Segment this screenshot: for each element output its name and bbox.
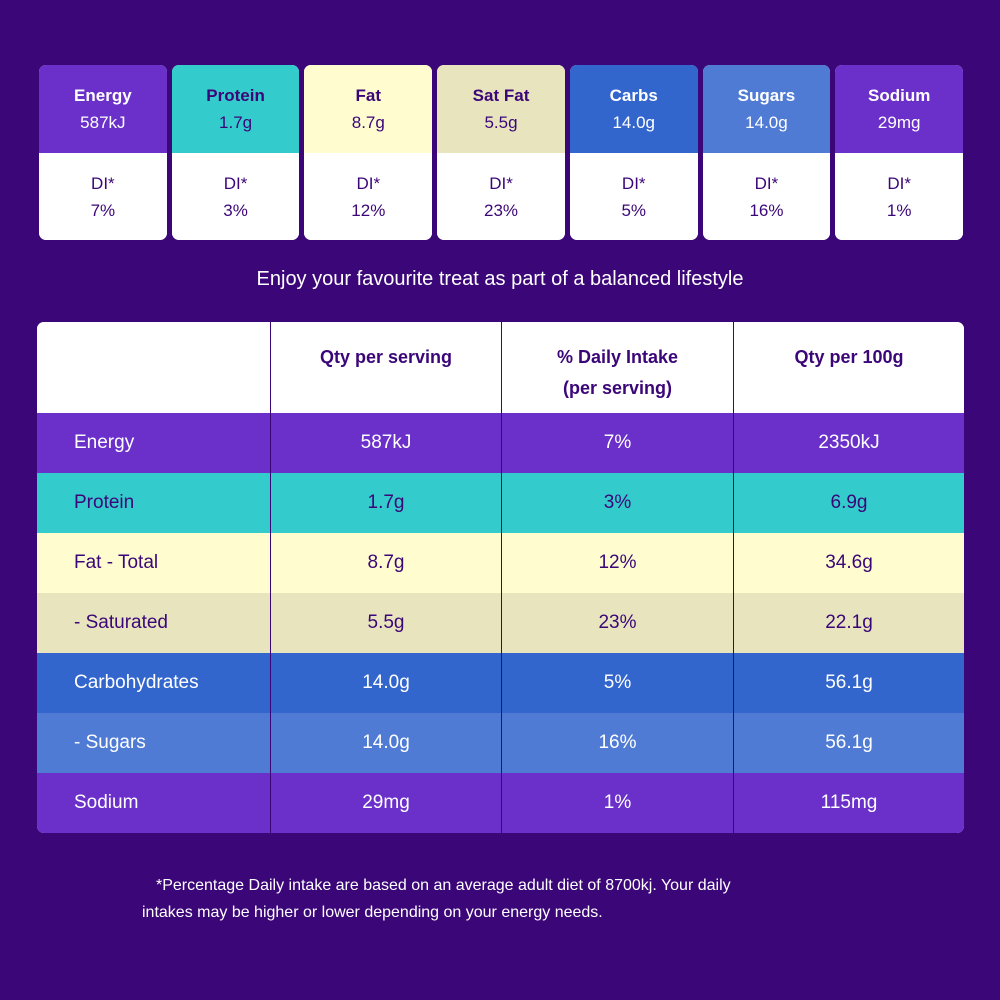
table-row: Sodium 29mg 1% 115mg	[37, 773, 964, 833]
tile-energy: Energy 587kJ DI* 7%	[39, 65, 167, 240]
tile-qty: 14.0g	[745, 113, 788, 132]
tile-di-value: 3%	[223, 200, 248, 220]
tile-di-label: DI*	[91, 173, 115, 193]
row-label: - Saturated	[74, 612, 168, 633]
tile-sugars-di: DI* 16%	[702, 153, 831, 240]
tile-energy-header: Energy 587kJ	[39, 65, 167, 153]
tile-energy-di: DI* 7%	[39, 153, 167, 240]
tile-sat-fat: Sat Fat 5.5g DI* 23%	[437, 65, 565, 240]
row-label: - Sugars	[74, 732, 146, 753]
table-row: Energy 587kJ 7% 2350kJ	[37, 413, 964, 473]
tile-name: Protein	[206, 86, 265, 105]
row-per-100g: 115mg	[733, 773, 964, 833]
tile-qty: 587kJ	[80, 113, 126, 132]
tile-sat-fat-di: DI* 23%	[437, 153, 565, 240]
row-per-100g: 22.1g	[733, 593, 964, 653]
tile-name: Sugars	[737, 86, 796, 105]
tile-sugars-header: Sugars 14.0g	[702, 65, 831, 153]
tile-name: Energy	[74, 86, 132, 105]
tile-protein-di: DI* 3%	[171, 153, 300, 240]
tile-di-label: DI*	[489, 173, 513, 193]
table-header-row: Qty per serving % Daily Intake (per serv…	[37, 322, 964, 413]
tile-di-value: 12%	[351, 200, 386, 220]
row-per-100g: 2350kJ	[733, 413, 964, 473]
row-per-100g: 6.9g	[733, 473, 964, 533]
row-daily-intake: 3%	[501, 473, 733, 533]
tile-fat-header: Fat 8.7g	[304, 65, 433, 153]
row-label: Fat - Total	[74, 552, 159, 573]
header-daily-intake: % Daily Intake (per serving)	[556, 347, 679, 398]
row-daily-intake: 5%	[501, 653, 733, 713]
table-header-cell: Qty per 100g	[733, 322, 964, 413]
row-per-100g: 56.1g	[733, 653, 964, 713]
row-daily-intake: 12%	[501, 533, 733, 593]
tile-carbs: Carbs 14.0g DI* 5%	[569, 65, 698, 240]
tile-protein: Protein 1.7g DI* 3%	[171, 65, 300, 240]
tile-di-value: 7%	[90, 200, 116, 220]
row-per-100g: 56.1g	[733, 713, 964, 773]
tile-di-label: DI*	[754, 173, 779, 193]
tagline: Enjoy your favourite treat as part of a …	[256, 268, 744, 290]
row-label: Carbohydrates	[74, 672, 199, 693]
header-qty-per-serving: Qty per serving	[319, 347, 453, 367]
tile-di-value: 5%	[621, 200, 647, 220]
table-row: - Sugars 14.0g 16% 56.1g	[37, 713, 964, 773]
row-serving: 8.7g	[270, 533, 501, 593]
tile-carbs-di: DI* 5%	[569, 153, 698, 240]
row-label: Protein	[74, 492, 135, 513]
row-daily-intake: 1%	[501, 773, 733, 833]
tile-protein-header: Protein 1.7g	[171, 65, 300, 153]
tile-qty: 29mg	[877, 113, 921, 132]
table-header-cell: Qty per serving	[270, 322, 501, 413]
tile-di-label: DI*	[621, 173, 646, 193]
table-row: - Saturated 5.5g 23% 22.1g	[37, 593, 964, 653]
tile-carbs-header: Carbs 14.0g	[569, 65, 698, 153]
tile-sodium-header: Sodium 29mg	[835, 65, 964, 153]
table-row: Carbohydrates 14.0g 5% 56.1g	[37, 653, 964, 713]
table-row: Protein 1.7g 3% 6.9g	[37, 473, 964, 533]
tile-qty: 5.5g	[484, 113, 518, 132]
row-serving: 587kJ	[270, 413, 501, 473]
row-label: Sodium	[74, 792, 139, 813]
row-serving: 14.0g	[270, 713, 501, 773]
row-serving: 1.7g	[270, 473, 501, 533]
row-serving: 5.5g	[270, 593, 501, 653]
tile-qty: 8.7g	[351, 113, 385, 132]
tile-di-value: 16%	[749, 200, 784, 220]
tile-sodium: Sodium 29mg DI* 1%	[835, 65, 964, 240]
table-header-cell	[37, 322, 270, 413]
tile-name: Carbs	[609, 86, 658, 105]
nutrient-tiles: Energy 587kJ DI* 7% Protein 1.7g DI* 3% …	[39, 65, 964, 240]
tile-qty: 1.7g	[219, 113, 253, 132]
tile-sat-fat-header: Sat Fat 5.5g	[437, 65, 565, 153]
table-row: Fat - Total 8.7g 12% 34.6g	[37, 533, 964, 593]
footnote: *Percentage Daily intake are based on an…	[142, 872, 902, 926]
tile-di-label: DI*	[356, 173, 381, 193]
tile-name: Sodium	[868, 86, 931, 105]
row-daily-intake: 16%	[501, 713, 733, 773]
tile-di-label: DI*	[887, 173, 911, 193]
tile-fat: Fat 8.7g DI* 12%	[304, 65, 433, 240]
row-label: Energy	[74, 432, 135, 453]
tile-di-value: 23%	[484, 200, 519, 220]
row-per-100g: 34.6g	[733, 533, 964, 593]
tile-sodium-di: DI* 1%	[835, 153, 964, 240]
row-serving: 29mg	[270, 773, 501, 833]
row-daily-intake: 23%	[501, 593, 733, 653]
row-serving: 14.0g	[270, 653, 501, 713]
tile-di-label: DI*	[223, 173, 248, 193]
tile-sugars: Sugars 14.0g DI* 16%	[702, 65, 831, 240]
header-qty-per-100g: Qty per 100g	[794, 347, 904, 367]
tile-name: Fat	[355, 86, 382, 105]
table-header-cell: % Daily Intake (per serving)	[501, 322, 733, 413]
footnote-line-2: intakes may be higher or lower depending…	[142, 904, 603, 921]
tile-fat-di: DI* 12%	[304, 153, 433, 240]
row-daily-intake: 7%	[501, 413, 733, 473]
tile-qty: 14.0g	[612, 113, 655, 132]
tile-name: Sat Fat	[472, 86, 530, 105]
tile-di-value: 1%	[886, 200, 912, 220]
footnote-line-1: *Percentage Daily intake are based on an…	[156, 877, 731, 894]
nutrition-table: Qty per serving % Daily Intake (per serv…	[37, 322, 964, 833]
